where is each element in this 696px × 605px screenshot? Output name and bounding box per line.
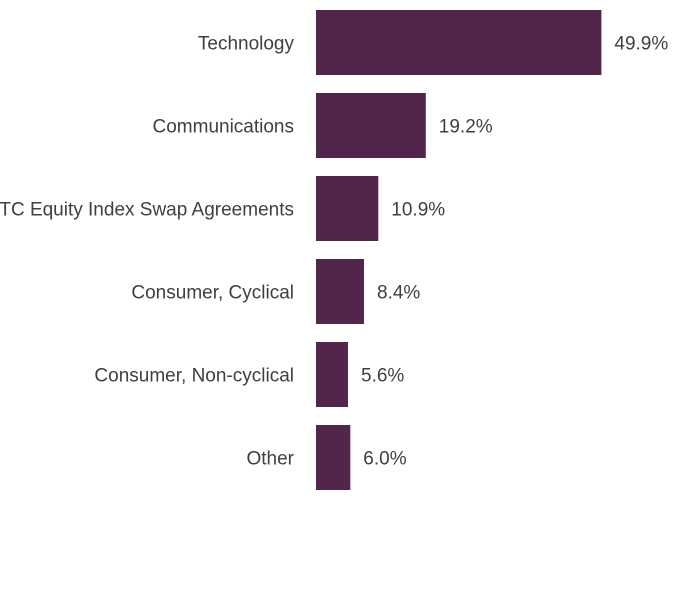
category-labels: Technology Communications OTC Equity Index… <box>0 34 295 470</box>
bar <box>316 176 379 241</box>
category-label: Technology <box>198 34 295 55</box>
value-label: 6.0% <box>363 449 406 470</box>
category-label: Consumer, Cyclical <box>131 283 294 304</box>
bar <box>316 259 364 324</box>
bar <box>316 425 351 490</box>
category-label: Other <box>246 449 294 470</box>
bar <box>316 342 348 407</box>
category-label: Communications <box>153 117 295 138</box>
value-labels: 49.9% 19.2% 10.9% 8.4% 5.6% 6.0% <box>361 34 668 470</box>
value-label: 8.4% <box>377 283 420 304</box>
category-label: OTC Equity Index Swap Agreements <box>0 200 294 221</box>
bar <box>316 10 602 75</box>
value-label: 5.6% <box>361 366 404 387</box>
value-label: 10.9% <box>391 200 445 221</box>
bars <box>316 10 602 490</box>
category-label: Consumer, Non-cyclical <box>94 366 294 387</box>
value-label: 49.9% <box>614 34 668 55</box>
bar <box>316 93 426 158</box>
value-label: 19.2% <box>439 117 493 138</box>
